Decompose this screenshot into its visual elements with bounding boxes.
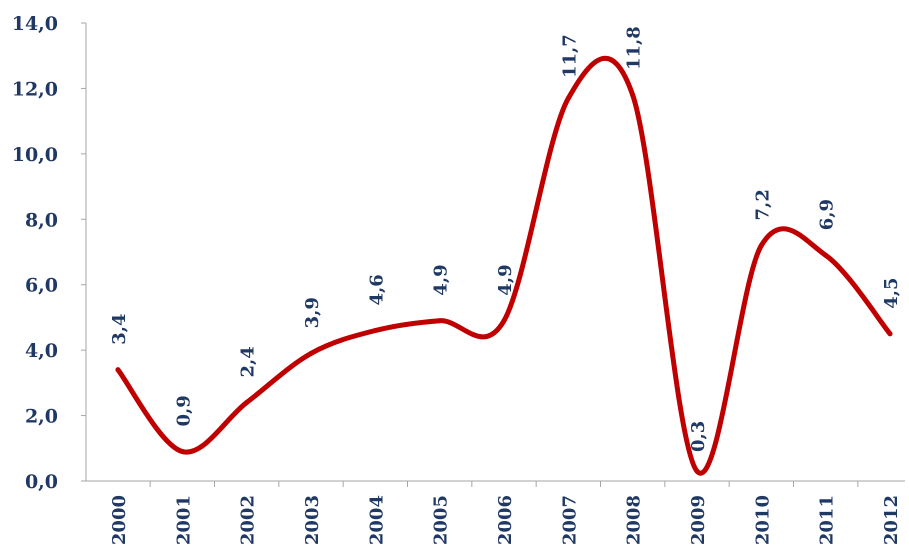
data-point xyxy=(630,92,635,97)
data-label: 4,9 xyxy=(431,264,452,295)
data-point xyxy=(502,318,507,323)
y-tick-label: 8,0 xyxy=(25,209,58,231)
y-tick-label: 12,0 xyxy=(12,78,58,100)
y-tick-label: 10,0 xyxy=(12,144,58,166)
x-tick-label: 2003 xyxy=(302,495,323,545)
data-point xyxy=(373,328,378,333)
x-tick-label: 2002 xyxy=(238,495,259,545)
data-label: 3,4 xyxy=(109,313,130,344)
x-tick-label: 2005 xyxy=(431,495,452,545)
x-tick-label: 2008 xyxy=(624,495,645,545)
data-point xyxy=(437,318,442,323)
data-label: 7,2 xyxy=(752,189,773,220)
x-tick-label: 2011 xyxy=(817,495,838,545)
data-label: 3,9 xyxy=(302,297,323,328)
x-tick-label: 2006 xyxy=(495,495,516,545)
x-tick-label: 2012 xyxy=(881,495,902,545)
y-tick-label: 14,0 xyxy=(12,13,58,35)
data-label: 6,9 xyxy=(817,199,838,230)
x-tick-label: 2000 xyxy=(109,495,130,545)
data-label: 4,6 xyxy=(366,274,387,305)
y-tick-label: 6,0 xyxy=(25,275,58,297)
y-axis: 0,0 2,0 4,0 6,0 8,0 10,0 12,0 14,0 xyxy=(12,13,86,493)
data-point xyxy=(116,367,121,372)
data-label: 11,7 xyxy=(559,34,580,78)
y-tick-label: 4,0 xyxy=(25,340,58,362)
data-point xyxy=(759,243,764,248)
x-axis: 2000 2001 2002 2003 2004 2005 2006 2007 2008 2009… xyxy=(86,481,905,545)
x-tick-label: 2007 xyxy=(559,495,580,545)
y-tick-label: 0,0 xyxy=(25,471,58,493)
data-label: 2,4 xyxy=(238,346,259,377)
x-tick-label: 2009 xyxy=(688,495,709,545)
data-label: 0,3 xyxy=(688,421,709,452)
data-point xyxy=(180,449,185,454)
data-label: 4,5 xyxy=(881,277,902,308)
x-tick-label: 2004 xyxy=(366,495,387,545)
x-tick-label: 2001 xyxy=(173,495,194,545)
data-point xyxy=(695,469,700,474)
data-point xyxy=(823,253,828,258)
data-label: 4,9 xyxy=(495,264,516,295)
y-tick-label: 2,0 xyxy=(25,406,58,428)
data-label: 11,8 xyxy=(624,26,645,70)
data-labels: 3,4 0,9 2,4 3,9 4,6 4,9 4,9 11,7 11,8 0,3 7,2 6,9 4,… xyxy=(109,26,902,452)
data-point xyxy=(888,331,893,336)
data-point xyxy=(566,96,571,101)
data-point xyxy=(309,351,314,356)
data-point xyxy=(244,400,249,405)
x-tick-label: 2010 xyxy=(752,495,773,545)
data-label: 0,9 xyxy=(173,395,194,426)
